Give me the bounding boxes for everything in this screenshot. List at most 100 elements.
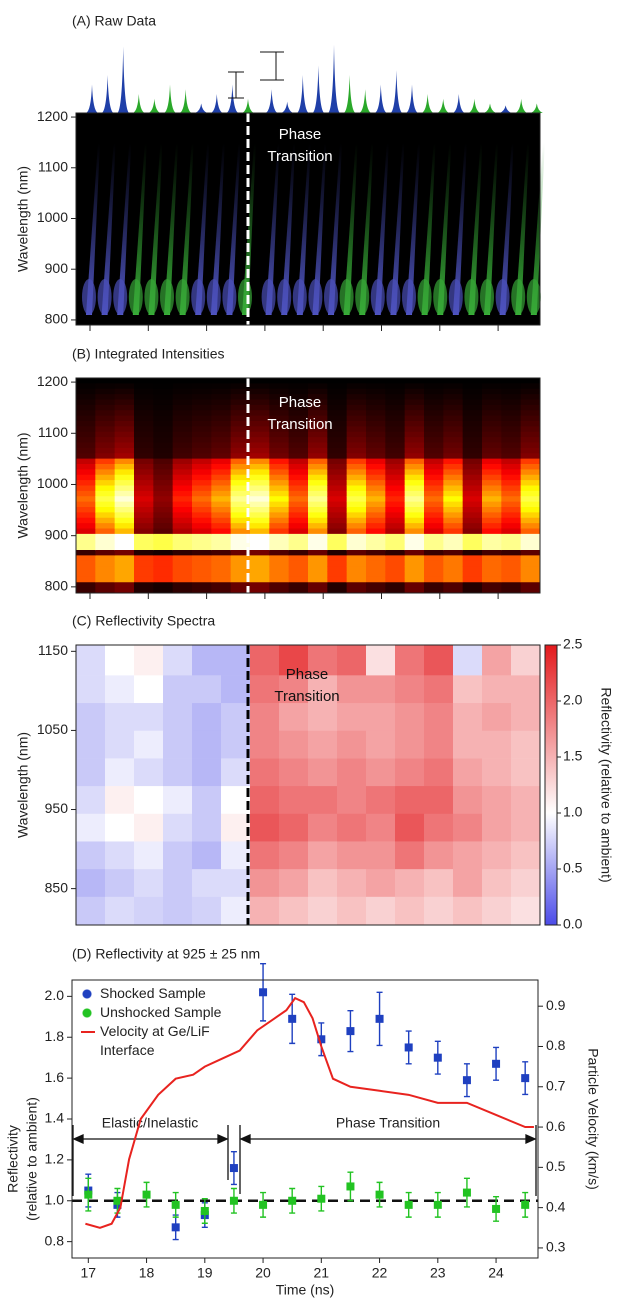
marker: [434, 1201, 442, 1209]
intensity-cell: [173, 545, 193, 551]
intensity-cell: [501, 561, 521, 567]
intensity-cell: [95, 389, 115, 395]
intensity-cell: [463, 555, 483, 561]
intensity-cell: [482, 443, 502, 449]
intensity-cell: [153, 507, 173, 513]
intensity-cell: [501, 491, 521, 497]
legend-label: Unshocked Sample: [100, 1003, 225, 1022]
intensity-cell: [424, 480, 444, 486]
intensity-cell: [134, 534, 154, 540]
heat-cell: [424, 703, 453, 731]
intensity-cell: [250, 550, 270, 556]
intensity-cell: [405, 421, 425, 427]
intensity-cell: [521, 534, 541, 540]
intensity-cell: [95, 545, 115, 551]
intensity-cell: [347, 448, 367, 454]
y-tick-label: 950: [45, 800, 69, 816]
intensity-cell: [153, 582, 173, 588]
intensity-cell: [192, 416, 212, 422]
intensity-cell: [192, 577, 212, 583]
intensity-cell: [385, 539, 405, 545]
intensity-cell: [347, 550, 367, 556]
marker: [376, 1191, 384, 1199]
intensity-cell: [192, 512, 212, 518]
intensity-cell: [424, 437, 444, 443]
intensity-cell: [95, 582, 115, 588]
y-axis-label: Wavelength (nm): [15, 166, 31, 272]
heat-cell: [192, 841, 221, 869]
intensity-cell: [153, 389, 173, 395]
intensity-cell: [424, 459, 444, 465]
heat-cell: [337, 786, 366, 814]
annotation: Phase Transition: [252, 664, 362, 708]
intensity-cell: [501, 480, 521, 486]
intensity-cell: [424, 421, 444, 427]
intensity-cell: [327, 518, 347, 524]
intensity-cell: [134, 448, 154, 454]
intensity-cell: [95, 496, 115, 502]
intensity-cell: [347, 469, 367, 475]
heat-cell: [366, 758, 395, 786]
intensity-cell: [463, 469, 483, 475]
intensity-cell: [153, 432, 173, 438]
streak-base: [496, 279, 510, 315]
intensity-cell: [211, 383, 231, 389]
intensity-cell: [521, 491, 541, 497]
intensity-cell: [134, 416, 154, 422]
intensity-cell: [443, 459, 463, 465]
heat-cell: [250, 841, 279, 869]
intensity-cell: [443, 582, 463, 588]
intensity-cell: [134, 405, 154, 411]
intensity-cell: [115, 437, 135, 443]
intensity-cell: [463, 561, 483, 567]
streak-base: [238, 279, 252, 315]
intensity-cell: [211, 405, 231, 411]
intensity-cell: [173, 491, 193, 497]
intensity-cell: [443, 486, 463, 492]
intensity-cell: [153, 453, 173, 459]
spike: [86, 85, 98, 114]
heat-cell: [453, 758, 482, 786]
intensity-cell: [134, 512, 154, 518]
streak-base: [480, 279, 494, 315]
spike: [468, 99, 480, 113]
intensity-cell: [482, 486, 502, 492]
intensity-cell: [269, 480, 289, 486]
intensity-cell: [501, 437, 521, 443]
intensity-cell: [443, 469, 463, 475]
intensity-cell: [289, 486, 309, 492]
intensity-cell: [95, 523, 115, 529]
intensity-cell: [250, 443, 270, 449]
intensity-cell: [76, 464, 96, 470]
marker: [405, 1201, 413, 1209]
intensity-cell: [289, 443, 309, 449]
intensity-cell: [173, 394, 193, 400]
intensity-cell: [269, 443, 289, 449]
heat-cell: [482, 786, 511, 814]
y-tick-label: 1.6: [45, 1069, 65, 1085]
intensity-cell: [153, 475, 173, 481]
intensity-cell: [443, 464, 463, 470]
intensity-cell: [250, 383, 270, 389]
intensity-cell: [192, 383, 212, 389]
heat-cell: [134, 730, 163, 758]
intensity-cell: [134, 453, 154, 459]
intensity-cell: [308, 577, 328, 583]
marker: [172, 1223, 180, 1231]
streak-base: [527, 279, 541, 315]
heat-cell: [163, 897, 192, 926]
intensity-cell: [115, 459, 135, 465]
intensity-cell: [173, 486, 193, 492]
intensity-cell: [173, 459, 193, 465]
heat-cell: [105, 758, 134, 786]
intensity-cell: [405, 437, 425, 443]
intensity-cell: [521, 464, 541, 470]
intensity-cell: [443, 529, 463, 535]
streak-base: [511, 279, 525, 315]
intensity-cell: [153, 555, 173, 561]
marker: [230, 1197, 238, 1205]
intensity-cell: [76, 512, 96, 518]
y2-axis-label: Particle Velocity (km/s): [585, 1048, 601, 1190]
heat-cell: [511, 730, 540, 758]
intensity-cell: [153, 491, 173, 497]
